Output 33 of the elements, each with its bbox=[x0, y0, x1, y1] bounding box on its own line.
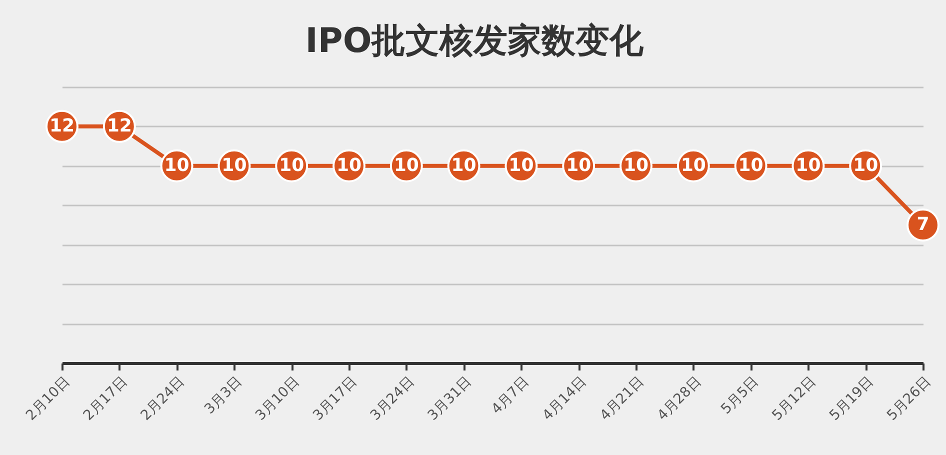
chart-title: IPO批文核发家数变化 bbox=[305, 21, 645, 61]
x-tick-label: 4月28日 bbox=[654, 374, 705, 424]
data-label: 12 bbox=[106, 115, 132, 136]
x-tick-label: 3月24日 bbox=[367, 374, 418, 424]
x-tick-label: 2月17日 bbox=[80, 374, 131, 424]
x-tick-label: 3月10日 bbox=[252, 374, 303, 424]
x-tick-label: 2月10日 bbox=[23, 374, 74, 424]
data-label: 10 bbox=[508, 154, 534, 176]
data-label: 10 bbox=[566, 154, 592, 176]
x-tick-label: 3月31日 bbox=[424, 374, 475, 424]
data-label: 10 bbox=[164, 154, 190, 176]
data-label: 10 bbox=[680, 154, 706, 176]
x-tick-label: 5月12日 bbox=[769, 374, 820, 424]
x-tick-label: 4月14日 bbox=[540, 374, 590, 424]
x-tick-label: 4月21日 bbox=[597, 374, 648, 424]
data-label: 10 bbox=[853, 154, 878, 176]
data-label: 10 bbox=[222, 154, 247, 176]
data-label: 10 bbox=[623, 154, 649, 176]
data-label: 10 bbox=[279, 154, 304, 176]
x-tick-label: 4月7日 bbox=[488, 374, 532, 418]
x-tick-label: 2月24日 bbox=[138, 374, 188, 424]
data-label: 10 bbox=[394, 154, 419, 176]
x-tick-label: 5月26日 bbox=[884, 374, 934, 424]
x-tick-label: 5月19日 bbox=[826, 374, 877, 424]
data-label: 12 bbox=[49, 115, 75, 136]
data-label: 10 bbox=[451, 154, 476, 176]
data-label: 10 bbox=[796, 154, 821, 176]
x-tick-label: 3月17日 bbox=[310, 374, 360, 424]
data-label: 7 bbox=[916, 214, 930, 235]
x-tick-label: 5月5日 bbox=[718, 374, 762, 418]
x-tick-label: 3月3日 bbox=[202, 374, 246, 418]
data-label: 10 bbox=[738, 154, 764, 176]
data-label: 10 bbox=[336, 154, 362, 176]
